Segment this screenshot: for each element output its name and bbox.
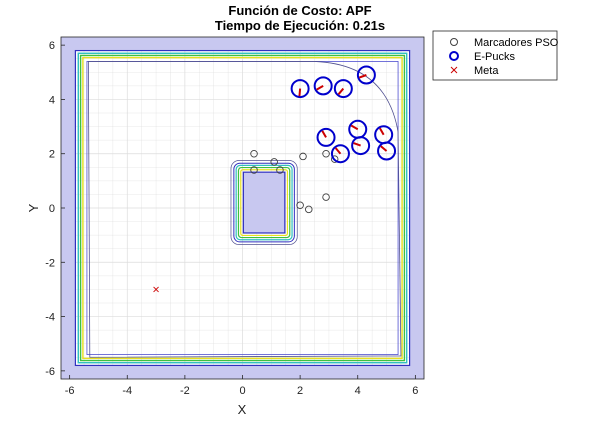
y-tick-label: 0 [49, 203, 55, 215]
legend-label-meta: Meta [474, 65, 499, 77]
x-tick-label: -2 [180, 385, 190, 397]
pso-marker-point [322, 149, 330, 158]
legend-marker-meta [450, 66, 458, 74]
legend-label-epucks: E-Pucks [474, 51, 515, 63]
epuck-marker [290, 79, 310, 99]
epuck-marker [356, 65, 376, 85]
x-tick-label: 4 [355, 385, 361, 397]
epuck-heading-line [350, 124, 359, 131]
meta-marker-stroke-b [153, 286, 159, 293]
contour-yellow [82, 56, 403, 360]
epuck-marker [333, 79, 353, 99]
potential-field [61, 37, 424, 379]
obstacle-contour-3 [235, 164, 293, 241]
legend-label-pso: Marcadores PSO [474, 37, 559, 49]
contour-cyan [77, 52, 408, 364]
epuck-heading-line [298, 88, 302, 97]
obstacle-contour-2 [233, 162, 295, 243]
epuck-marker [351, 136, 371, 156]
x-tick-label: -4 [122, 385, 132, 397]
y-tick-label: -2 [45, 257, 55, 269]
obstacle-contour-1 [230, 160, 298, 245]
epuck-marker [377, 141, 397, 161]
y-tick-label: 4 [49, 94, 55, 106]
plot-area: -6 -4 -2 0 2 4 6 -6 -4 -2 0 2 4 6 [45, 36, 425, 397]
contour-outer [74, 49, 411, 367]
legend-marker-pso [450, 38, 458, 46]
y-tick-label: 6 [49, 40, 55, 52]
x-tick-label: 6 [412, 385, 418, 397]
epuck-heading-line [353, 142, 361, 147]
epuck-heading-line [321, 130, 327, 138]
pso-marker-point [270, 158, 278, 166]
pso-marker-point [305, 205, 313, 214]
x-tick-label: 2 [297, 385, 303, 397]
epuck-heading-line [334, 147, 342, 155]
legend: Marcadores PSO E-Pucks Meta [432, 30, 559, 81]
x-tick-label: -6 [65, 385, 75, 397]
contour-green [79, 54, 406, 362]
axis-ticks: -6 -4 -2 0 2 4 6 -6 -4 -2 0 2 4 6 [45, 40, 418, 397]
pso-marker-point [296, 201, 304, 210]
grid [61, 37, 424, 379]
x-tick-label: 0 [239, 385, 245, 397]
pso-marker-point [276, 166, 284, 174]
pso-marker-point [250, 149, 258, 158]
chart-subtitle: Tiempo de Ejecución: 0.21s [215, 18, 385, 33]
epuck-heading-line [358, 74, 367, 79]
y-axis-label: Y [26, 203, 41, 212]
epuck-heading-line [337, 87, 345, 95]
obstacle-core [242, 171, 286, 234]
epuck-heading-line [316, 84, 324, 91]
legend-marker-epucks [449, 51, 459, 61]
epuck-marker [330, 144, 350, 164]
y-tick-label: 2 [49, 149, 55, 161]
pso-marker-point [322, 193, 330, 201]
legend-box [432, 30, 558, 81]
epuck-heading-line [380, 145, 388, 152]
y-tick-label: -6 [45, 366, 55, 378]
pso-marker-point [330, 155, 339, 163]
y-tick-label: -4 [45, 312, 55, 324]
chart-marks [153, 65, 397, 293]
obstacle-contour-4 [237, 166, 291, 239]
pso-marker-point [250, 166, 258, 174]
obstacle-contour-5 [240, 169, 289, 237]
contour-isoline [87, 61, 402, 358]
epuck-heading-line [379, 127, 385, 136]
epuck-marker [316, 127, 336, 147]
pso-marker-point [299, 152, 307, 161]
chart-title: Función de Costo: APF [228, 3, 371, 18]
x-axis-label: X [238, 402, 247, 417]
epuck-marker [313, 76, 333, 96]
